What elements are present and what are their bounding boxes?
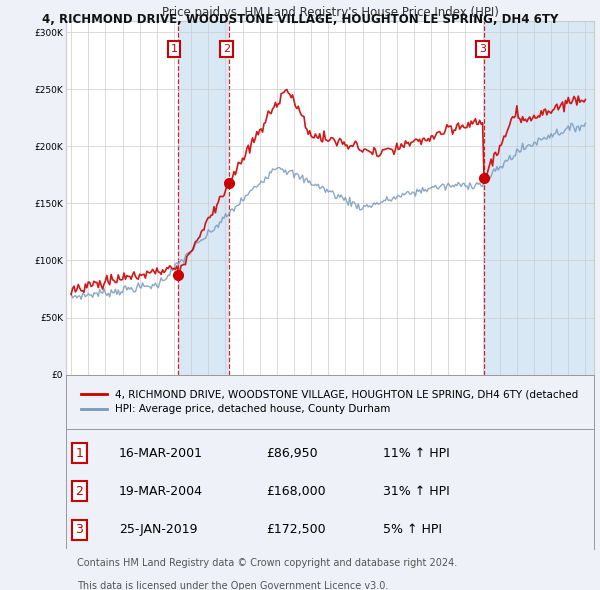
Bar — [178, 21, 229, 375]
Text: 1: 1 — [170, 44, 178, 54]
Legend: 4, RICHMOND DRIVE, WOODSTONE VILLAGE, HOUGHTON LE SPRING, DH4 6TY (detached, HPI: 4, RICHMOND DRIVE, WOODSTONE VILLAGE, HO… — [76, 385, 583, 419]
Text: 16-MAR-2001: 16-MAR-2001 — [119, 447, 203, 460]
Text: £86,950: £86,950 — [266, 447, 318, 460]
Title: Price paid vs. HM Land Registry's House Price Index (HPI): Price paid vs. HM Land Registry's House … — [161, 6, 499, 19]
Text: 19-MAR-2004: 19-MAR-2004 — [119, 485, 203, 498]
Text: 31% ↑ HPI: 31% ↑ HPI — [383, 485, 449, 498]
Text: 25-JAN-2019: 25-JAN-2019 — [119, 523, 197, 536]
Text: 2: 2 — [223, 44, 230, 54]
Text: 4, RICHMOND DRIVE, WOODSTONE VILLAGE, HOUGHTON LE SPRING, DH4 6TY: 4, RICHMOND DRIVE, WOODSTONE VILLAGE, HO… — [42, 13, 558, 26]
Text: 2: 2 — [75, 485, 83, 498]
Text: 5% ↑ HPI: 5% ↑ HPI — [383, 523, 442, 536]
Bar — [484, 21, 594, 375]
Text: 3: 3 — [479, 44, 486, 54]
Text: This data is licensed under the Open Government Licence v3.0.: This data is licensed under the Open Gov… — [77, 581, 388, 590]
Text: 1: 1 — [75, 447, 83, 460]
Text: 11% ↑ HPI: 11% ↑ HPI — [383, 447, 449, 460]
Text: Contains HM Land Registry data © Crown copyright and database right 2024.: Contains HM Land Registry data © Crown c… — [77, 559, 457, 568]
Text: £172,500: £172,500 — [266, 523, 326, 536]
Text: 3: 3 — [75, 523, 83, 536]
Text: £168,000: £168,000 — [266, 485, 326, 498]
